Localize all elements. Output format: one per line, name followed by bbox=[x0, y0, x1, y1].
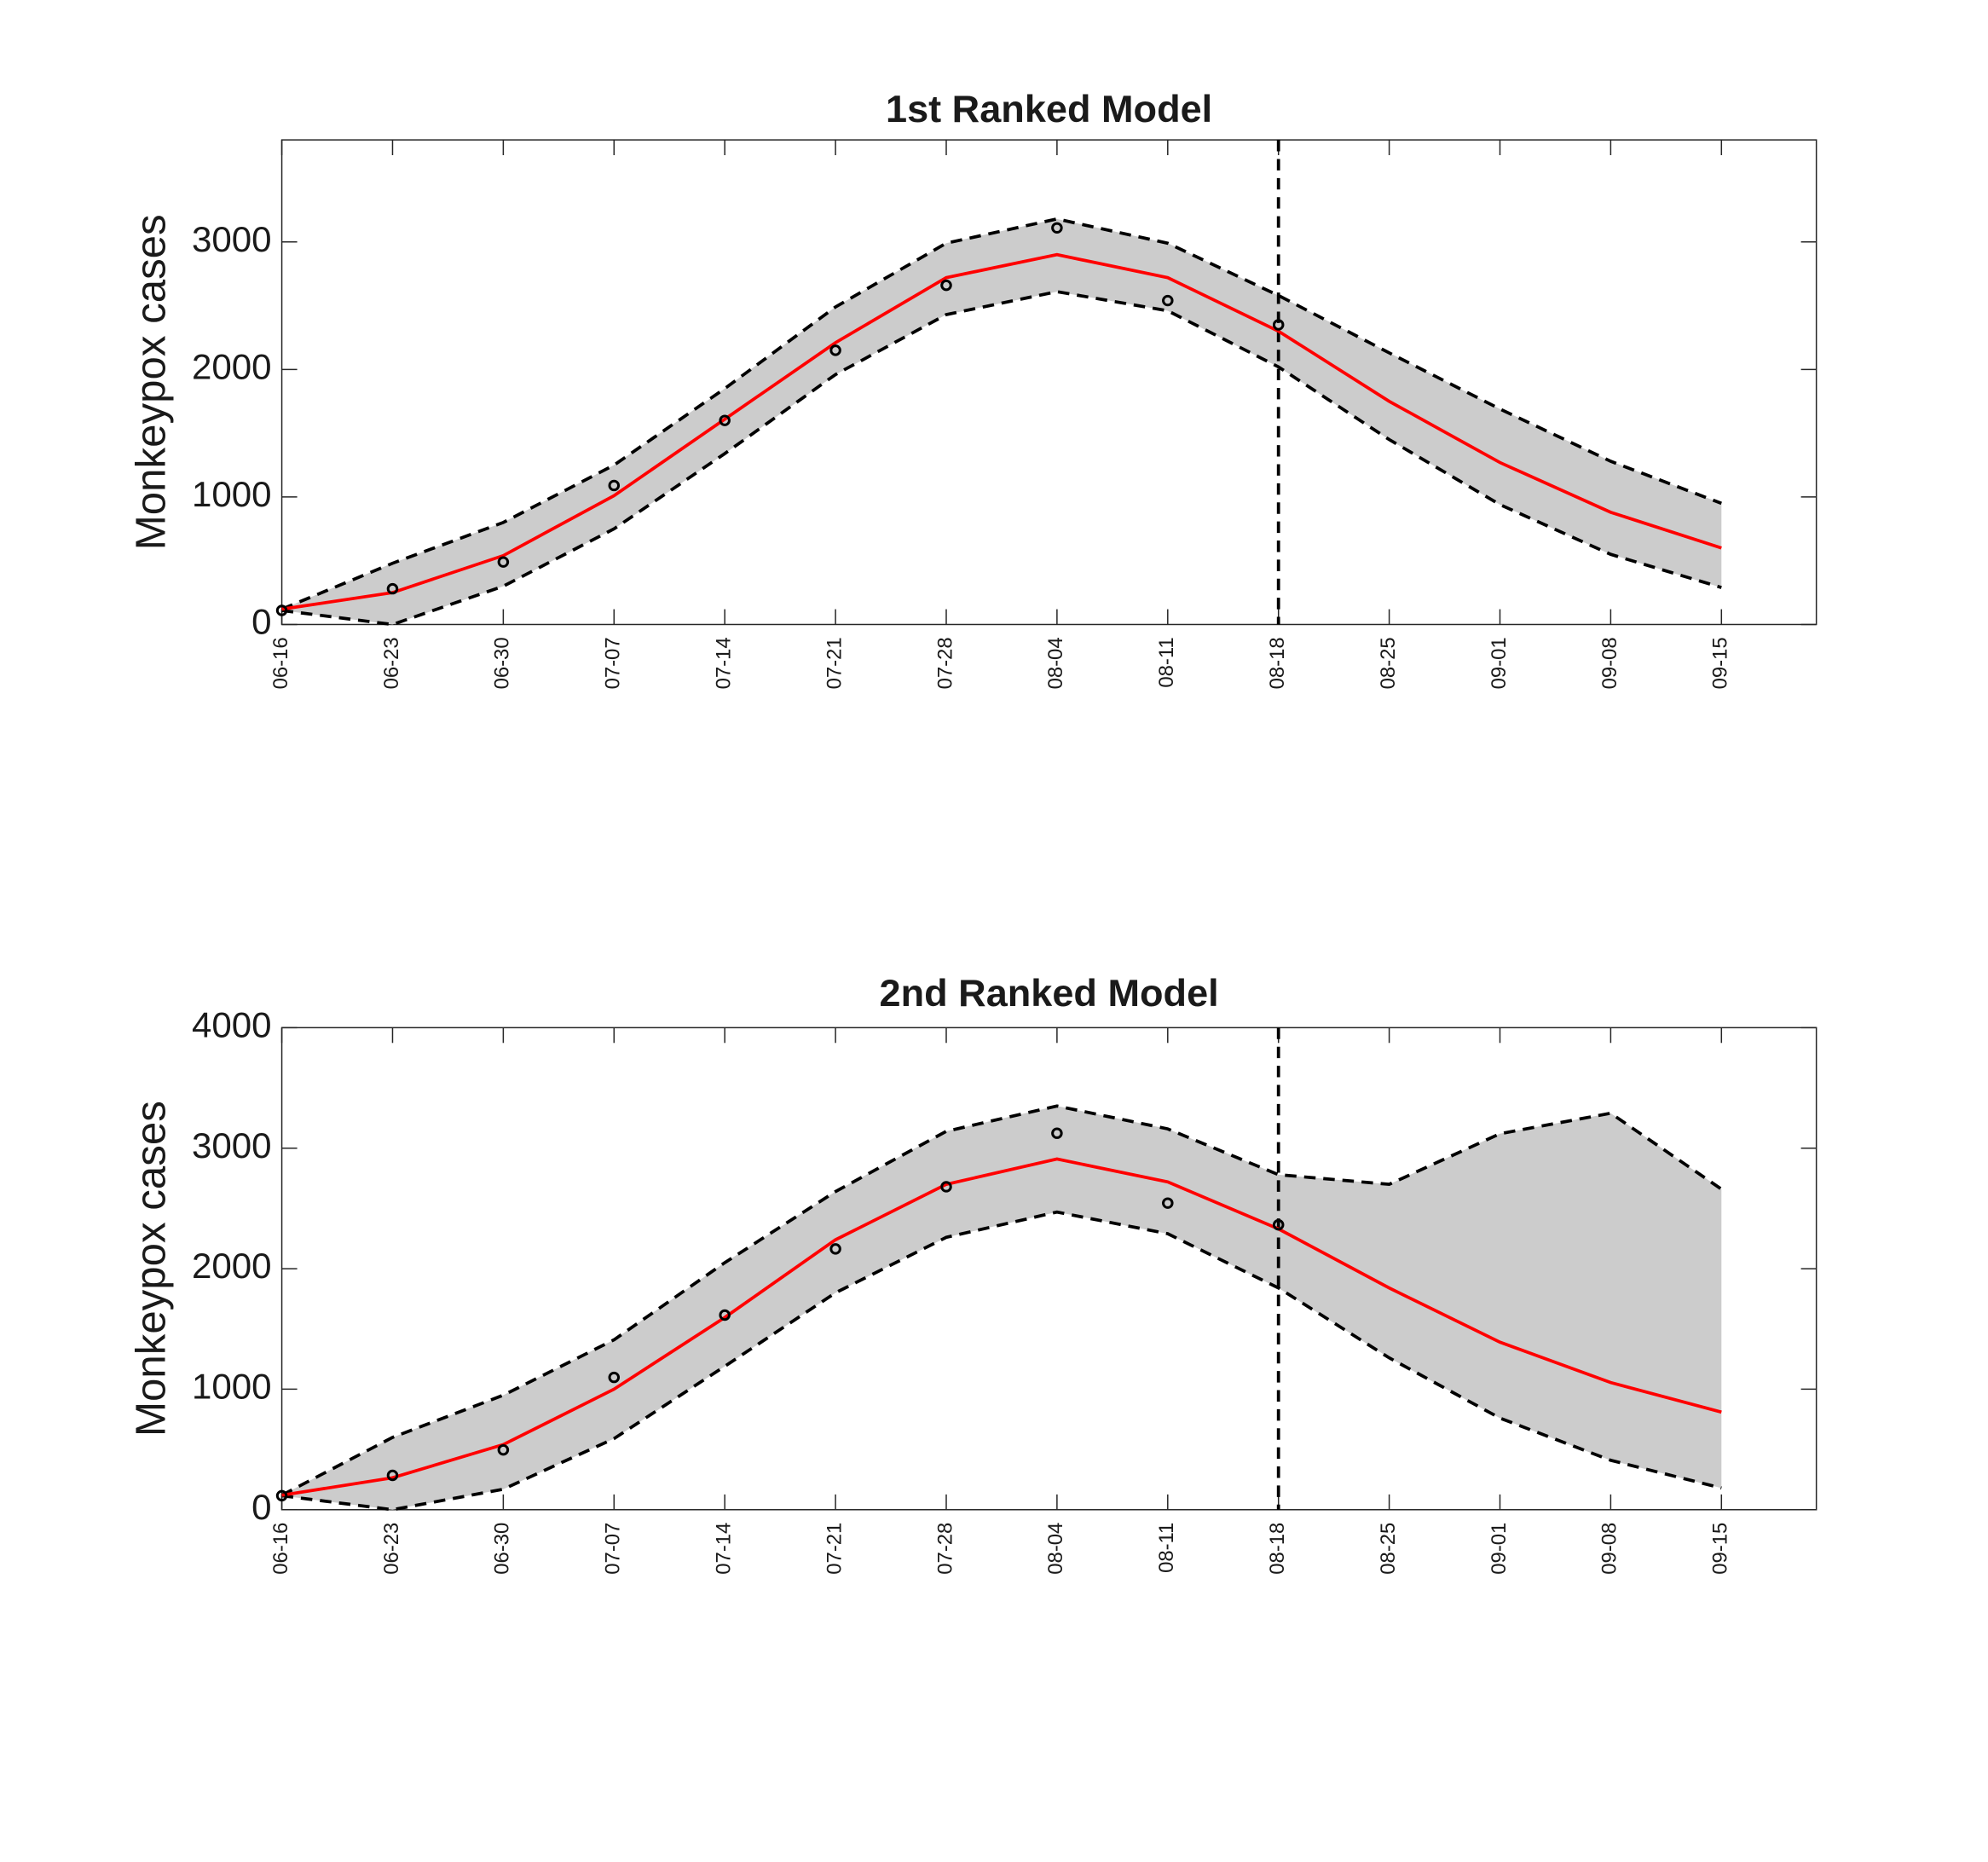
band-edge bbox=[281, 1210, 1722, 1512]
observed-point bbox=[940, 279, 952, 292]
y-axis-label: Monkeypox cases bbox=[127, 214, 174, 550]
observed-point bbox=[497, 1443, 510, 1456]
x-tick-label: 08-18 bbox=[1266, 1523, 1289, 1575]
x-tick-label: 09-15 bbox=[1709, 1523, 1732, 1575]
y-tick-label: 3000 bbox=[192, 1125, 272, 1165]
band-edge bbox=[280, 217, 1722, 611]
fit-line bbox=[281, 1157, 1722, 1497]
observed-point bbox=[1162, 1197, 1174, 1209]
observed-point bbox=[386, 1469, 399, 1482]
y-tick-label: 1000 bbox=[192, 474, 272, 514]
y-tick-label: 4000 bbox=[192, 1005, 272, 1045]
x-tick-label: 07-21 bbox=[823, 637, 846, 689]
y-tick-label: 2000 bbox=[192, 347, 272, 387]
observed-point bbox=[940, 1181, 952, 1193]
fit-line bbox=[281, 252, 1722, 611]
confidence-band bbox=[281, 218, 1722, 625]
observed-point bbox=[608, 1371, 621, 1384]
x-tick-label: 08-11 bbox=[1155, 1523, 1178, 1573]
band-edge bbox=[281, 290, 1722, 627]
x-tick-label: 09-01 bbox=[1488, 1523, 1511, 1575]
x-tick-label: 06-16 bbox=[269, 1523, 292, 1575]
x-tick-label: 06-23 bbox=[380, 1523, 403, 1575]
x-tick-label: 06-30 bbox=[491, 1523, 514, 1575]
x-tick-label: 07-14 bbox=[712, 1523, 735, 1575]
x-tick-label: 07-28 bbox=[933, 637, 956, 689]
confidence-band bbox=[281, 1106, 1722, 1510]
x-tick-label: 09-08 bbox=[1598, 637, 1621, 689]
x-tick-label: 08-25 bbox=[1377, 637, 1400, 689]
x-tick-label: 08-25 bbox=[1377, 1523, 1400, 1575]
x-tick-label: 09-08 bbox=[1598, 1523, 1621, 1575]
x-tick-label: 07-14 bbox=[712, 637, 735, 689]
observed-point bbox=[386, 582, 399, 595]
x-tick-label: 08-04 bbox=[1044, 637, 1067, 689]
x-tick-label: 09-15 bbox=[1709, 637, 1732, 689]
observed-point bbox=[719, 1309, 731, 1321]
observed-point bbox=[1051, 1127, 1063, 1139]
chart-title: 2nd Ranked Model bbox=[880, 971, 1219, 1015]
observed-point bbox=[719, 414, 731, 426]
x-tick-label: 06-23 bbox=[380, 637, 403, 689]
y-tick-label: 1000 bbox=[192, 1367, 272, 1407]
x-tick-label: 07-28 bbox=[933, 1523, 956, 1575]
x-tick-label: 08-11 bbox=[1155, 637, 1178, 687]
observed-point bbox=[275, 1489, 288, 1502]
band-edge bbox=[280, 1104, 1723, 1497]
observed-point bbox=[1272, 319, 1285, 331]
observed-point bbox=[1051, 222, 1063, 234]
observed-point bbox=[497, 556, 510, 568]
panel: 2nd Ranked Model Monkeypox cases 0 1000 2000… bbox=[127, 971, 1818, 1575]
x-tick-label: 08-18 bbox=[1266, 637, 1289, 689]
x-tick-label: 08-04 bbox=[1044, 1523, 1067, 1575]
observed-point bbox=[608, 479, 621, 492]
chart-title: 1st Ranked Model bbox=[886, 87, 1212, 130]
y-axis-label: Monkeypox cases bbox=[127, 1101, 174, 1437]
y-tick-label: 2000 bbox=[192, 1246, 272, 1286]
panel: 1st Ranked Model Monkeypox cases 0 1000 2000… bbox=[127, 87, 1818, 689]
observed-point bbox=[275, 604, 288, 616]
x-tick-label: 07-07 bbox=[602, 637, 625, 689]
observed-point bbox=[1272, 1218, 1285, 1231]
x-tick-label: 07-21 bbox=[823, 1523, 846, 1575]
x-tick-label: 06-30 bbox=[491, 637, 514, 689]
observed-point bbox=[829, 1243, 841, 1255]
observed-point bbox=[1162, 294, 1174, 307]
x-tick-label: 07-07 bbox=[602, 1523, 625, 1575]
x-tick-label: 09-01 bbox=[1488, 637, 1511, 689]
y-tick-label: 0 bbox=[251, 602, 271, 642]
y-tick-label: 0 bbox=[251, 1487, 271, 1527]
observed-point bbox=[829, 344, 841, 356]
x-tick-label: 06-16 bbox=[269, 637, 292, 689]
y-tick-label: 3000 bbox=[192, 219, 272, 259]
